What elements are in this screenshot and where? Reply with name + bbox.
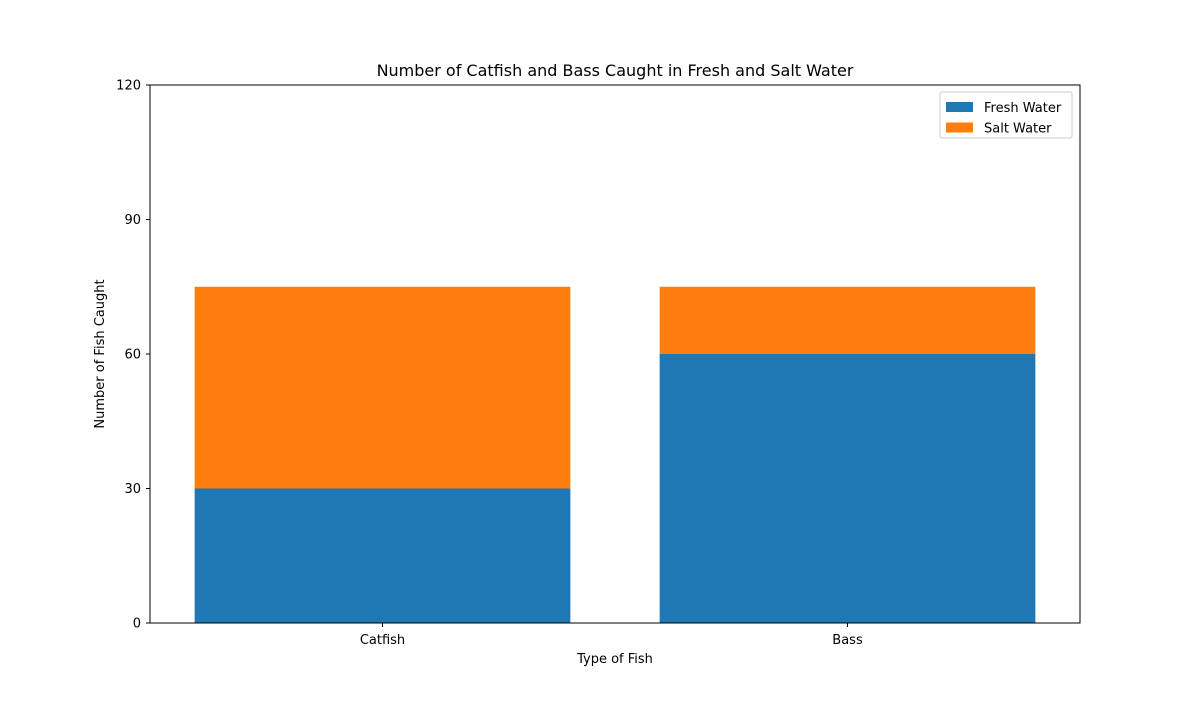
legend-swatch bbox=[946, 102, 973, 112]
y-tick-label: 120 bbox=[116, 79, 141, 94]
legend: Fresh Water Salt Water bbox=[939, 91, 1073, 139]
legend-label: Salt Water bbox=[984, 122, 1052, 137]
legend-swatch bbox=[946, 122, 973, 133]
x-axis-label: Type of Fish bbox=[576, 652, 653, 667]
bar-catfish-salt-water bbox=[194, 286, 571, 489]
y-axis-label: Number of Fish Caught bbox=[93, 279, 108, 428]
y-tick-label: 60 bbox=[124, 348, 141, 363]
x-tick-label: Catfish bbox=[360, 633, 405, 648]
legend-label: Fresh Water bbox=[984, 101, 1062, 116]
bar-catfish-fresh-water bbox=[194, 488, 571, 623]
x-tick-label: Bass bbox=[832, 633, 863, 648]
bar-bass-fresh-water bbox=[659, 354, 1036, 623]
y-tick-label: 30 bbox=[124, 482, 141, 497]
y-tick-label: 0 bbox=[133, 617, 141, 632]
chart-title: Number of Catfish and Bass Caught in Fre… bbox=[377, 61, 854, 80]
bar-bass-salt-water bbox=[659, 286, 1036, 354]
y-tick-label: 90 bbox=[124, 213, 141, 228]
bars-layer bbox=[194, 286, 1036, 623]
axes-layer: 0 30 60 90 120 Catfish Bass bbox=[116, 79, 1081, 648]
